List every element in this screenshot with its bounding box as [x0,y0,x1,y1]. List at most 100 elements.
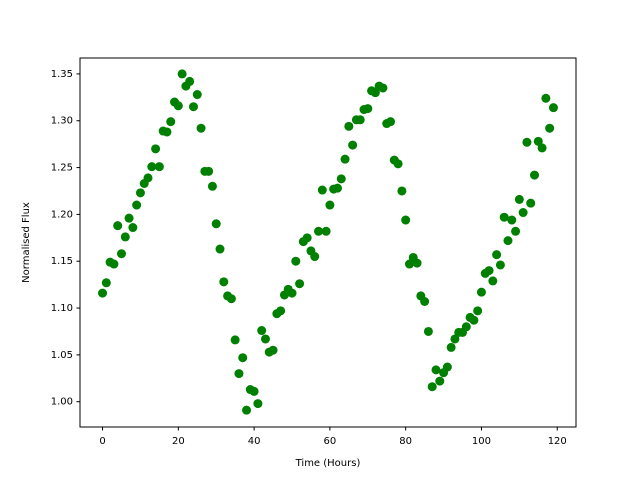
y-tick-label: 1.25 [51,163,73,174]
point [495,260,505,270]
point [253,399,263,409]
point [124,213,134,223]
point [188,102,198,112]
point [503,236,513,246]
y-tick-label: 1.20 [51,209,73,220]
point [260,334,270,344]
point [488,276,498,286]
point [348,140,358,150]
x-tick-label: 120 [548,436,567,447]
point [541,93,551,103]
y-tick-label: 1.00 [51,397,73,408]
point [355,115,365,125]
point [132,200,142,210]
point [147,162,157,172]
point [336,174,346,184]
point [135,188,145,198]
point [473,306,483,316]
point [344,121,354,131]
point [446,342,456,352]
point [522,137,532,147]
point [162,127,172,137]
point [401,215,411,225]
point [511,226,521,236]
point [276,306,286,316]
point [230,335,240,345]
point [207,181,217,191]
point [533,136,543,146]
point [310,252,320,262]
point [177,69,187,79]
point [173,101,183,111]
point [461,322,471,332]
point [120,232,130,242]
point [257,326,267,336]
point [302,233,312,243]
point [537,143,547,153]
point [268,345,278,355]
point [98,288,108,298]
point [128,223,138,233]
point [242,405,252,415]
point [151,144,161,154]
point [526,198,536,208]
point [109,259,119,269]
point [287,288,297,298]
point [113,221,123,231]
point [370,88,380,98]
point [545,123,555,133]
point [317,185,327,195]
point [378,83,388,93]
point [314,226,324,236]
point [185,76,195,86]
point [249,386,259,396]
point [386,117,396,127]
point [484,266,494,276]
y-tick-label: 1.05 [51,350,73,361]
point [325,200,335,210]
point [530,170,540,180]
x-tick-label: 40 [248,436,261,447]
point [420,297,430,307]
point [469,315,479,325]
point [363,104,373,114]
point [116,249,126,259]
point [423,326,433,336]
y-tick-label: 1.35 [51,69,73,80]
x-tick-label: 0 [99,436,105,447]
x-axis-label: Time (Hours) [295,458,361,469]
point [397,186,407,196]
point [507,215,517,225]
y-tick-label: 1.10 [51,303,73,314]
point [332,183,342,193]
point [431,365,441,375]
point [154,162,164,172]
y-tick-label: 1.15 [51,256,73,267]
point [295,279,305,289]
point [450,334,460,344]
point [204,166,214,176]
point [492,250,502,260]
x-tick-label: 100 [472,436,491,447]
x-tick-label: 60 [324,436,337,447]
point [393,159,403,169]
point [226,294,236,304]
point [215,244,225,254]
point [238,353,248,363]
x-tick-label: 80 [399,436,412,447]
y-tick-label: 1.30 [51,116,73,127]
point [143,173,153,183]
point [166,117,176,127]
point [101,278,111,288]
point [192,90,202,100]
point [211,219,221,229]
plot-frame [79,57,577,428]
point [234,369,244,379]
point [499,212,509,222]
point [219,277,229,287]
point [196,123,206,133]
point [404,259,414,269]
point [321,226,331,236]
point [340,154,350,164]
